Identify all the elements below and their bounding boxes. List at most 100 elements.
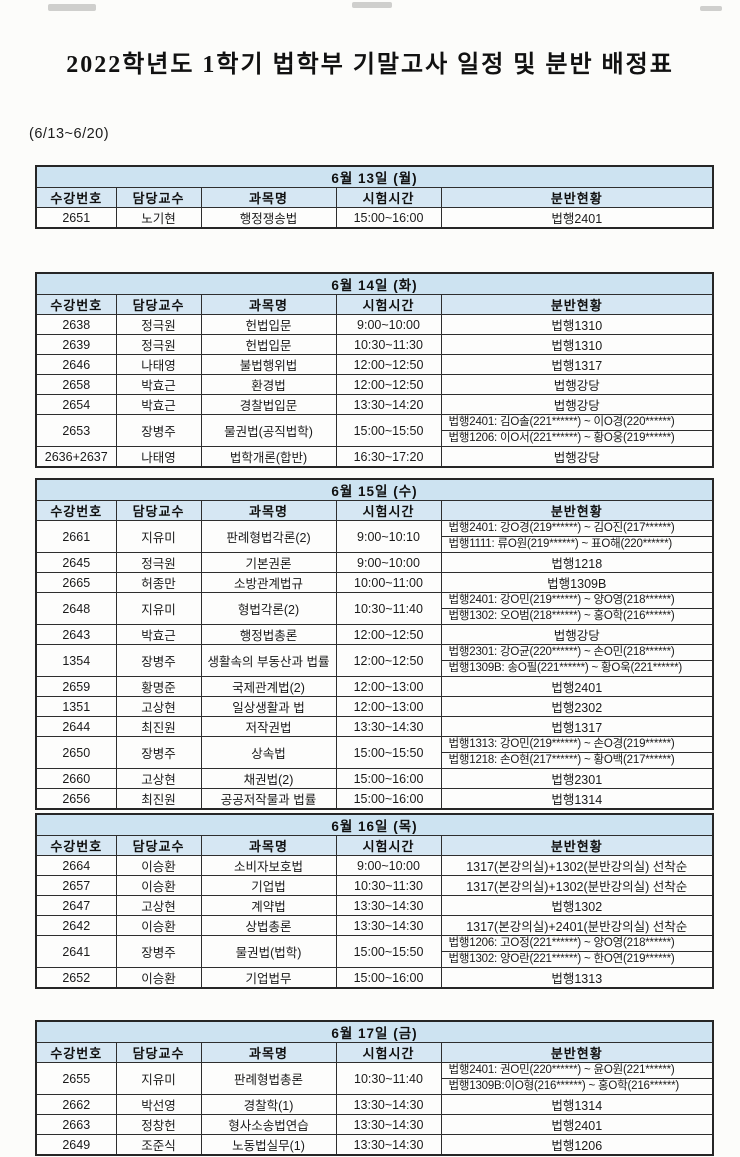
cell-subject: 소방관계법규 [200, 572, 337, 593]
cell-exam-time: 15:00~16:00 [335, 207, 442, 229]
cell-subject: 상속법 [200, 736, 337, 769]
column-header-row: 수강번호 담당교수 과목명 시험시간 분반현황 [35, 187, 714, 208]
exam-table: 6월 14일 (화) 수강번호 담당교수 과목명 시험시간 분반현황 2638 정… [35, 272, 715, 468]
cell-section-status: 법행1313 [440, 967, 714, 989]
cell-professor: 최진원 [115, 788, 202, 810]
table-row: 2654 박효근 경찰법입문 13:30~14:20 법행강당 [35, 394, 714, 415]
table-row: 2659 황명준 국제관계법(2) 12:00~13:00 법행2401 [35, 676, 714, 697]
column-header-exam-time: 시험시간 [335, 835, 442, 856]
cell-course-number: 2636+2637 [35, 446, 117, 468]
cell-exam-time: 10:30~11:30 [335, 334, 442, 355]
cell-section-status: 법행2302 [440, 696, 714, 717]
cell-exam-time: 10:30~11:30 [335, 875, 442, 896]
table-row: 2661 지유미 판례형법각론(2) 9:00~10:10 법행2401: 강O경(21… [35, 520, 714, 553]
cell-course-number: 2638 [35, 314, 117, 335]
cell-section-status: 법행1314 [440, 1094, 714, 1115]
section-status-line: 법행2301: 강O균(220******) ~ 손O민(218******) [448, 646, 675, 658]
cell-section-status: 법행1313: 강O민(219******) ~ 손O경(219******) 법… [440, 736, 714, 769]
cell-course-number: 2658 [35, 374, 117, 395]
cell-subject: 헌법입문 [200, 314, 337, 335]
cell-course-number: 2657 [35, 875, 117, 896]
cell-professor: 박효근 [115, 374, 202, 395]
cell-subject: 상법총론 [200, 915, 337, 936]
day-title: 6월 13일 (월) [35, 165, 714, 188]
section-status-line: 법행1302: 양O란(221******) ~ 한O연(219******) [442, 951, 713, 967]
cell-exam-time: 10:00~11:00 [335, 572, 442, 593]
cell-section-status: 법행2401 [440, 1114, 714, 1135]
column-header-section-status: 분반현황 [440, 187, 714, 208]
cell-subject: 기업법무 [200, 967, 337, 989]
section-status-line: 법행1111: 류O원(219******) ~ 표O해(220******) [442, 536, 713, 552]
cell-subject: 생활속의 부동산과 법률 [200, 644, 337, 677]
cell-professor: 박효근 [115, 624, 202, 645]
cell-professor: 박선영 [115, 1094, 202, 1115]
column-header-exam-time: 시험시간 [335, 294, 442, 315]
cell-professor: 나태영 [115, 354, 202, 375]
cell-professor: 나태영 [115, 446, 202, 468]
cell-section-status: 법행1309B [440, 572, 714, 593]
section-status-line: 법행1206: 고O정(221******) ~ 양O영(218******) [448, 937, 675, 949]
day-header-row: 6월 14일 (화) [35, 272, 714, 295]
cell-exam-time: 13:30~14:30 [335, 1094, 442, 1115]
table-body: 2638 정극원 헌법입문 9:00~10:00 법행1310 2639 정극원 헌법입문 10… [35, 314, 714, 468]
table-body: 2664 이승환 소비자보호법 9:00~10:00 1317(본강의실)+1302(분… [35, 855, 714, 989]
exam-day-table: 6월 14일 (화) 수강번호 담당교수 과목명 시험시간 분반현황 2638 정… [35, 272, 715, 468]
column-header-subject: 과목명 [200, 187, 337, 208]
column-header-subject: 과목명 [200, 835, 337, 856]
cell-course-number: 2650 [35, 736, 117, 769]
table-row: 2653 장병주 물권법(공직법학) 15:00~15:50 법행2401: 김O솔(2… [35, 414, 714, 447]
cell-exam-time: 10:30~11:40 [335, 1062, 442, 1095]
table-row: 2649 조준식 노동법실무(1) 13:30~14:30 법행1206 [35, 1134, 714, 1156]
day-title: 6월 14일 (화) [35, 272, 714, 295]
cell-professor: 지유미 [115, 592, 202, 625]
section-status-line: 법행1206: 이O서(221******) ~ 황O웅(219******) [442, 430, 713, 446]
day-title: 6월 17일 (금) [35, 1020, 714, 1043]
cell-section-status: 법행2301 [440, 768, 714, 789]
cell-subject: 법학개론(합반) [200, 446, 337, 468]
exam-day-table: 6월 15일 (수) 수강번호 담당교수 과목명 시험시간 분반현황 2661 지… [35, 478, 715, 810]
cell-professor: 이승환 [115, 855, 202, 876]
cell-section-status: 법행1314 [440, 788, 714, 810]
cell-subject: 판례형법총론 [200, 1062, 337, 1095]
table-row: 2650 장병주 상속법 15:00~15:50 법행1313: 강O민(219****… [35, 736, 714, 769]
cell-professor: 정극원 [115, 334, 202, 355]
cell-course-number: 2642 [35, 915, 117, 936]
cell-professor: 고상현 [115, 768, 202, 789]
cell-course-number: 2652 [35, 967, 117, 989]
cell-section-status: 법행1310 [440, 334, 714, 355]
section-status-line: 법행2401: 강O민(219******) ~ 양O영(218******) [448, 594, 675, 606]
cell-exam-time: 15:00~15:50 [335, 736, 442, 769]
cell-professor: 고상현 [115, 696, 202, 717]
table-body: 2661 지유미 판례형법각론(2) 9:00~10:10 법행2401: 강O경(21… [35, 520, 714, 810]
section-status-line: 법행1218: 손O현(217******) ~ 황O백(217******) [442, 752, 713, 768]
column-header-subject: 과목명 [200, 294, 337, 315]
table-row: 2655 지유미 판례형법총론 10:30~11:40 법행2401: 권O민(220*… [35, 1062, 714, 1095]
cell-exam-time: 15:00~15:50 [335, 414, 442, 447]
cell-professor: 고상현 [115, 895, 202, 916]
day-title: 6월 15일 (수) [35, 478, 714, 501]
column-header-professor: 담당교수 [115, 1042, 202, 1063]
cell-section-status: 법행강당 [440, 374, 714, 395]
table-row: 2641 장병주 물권법(법학) 15:00~15:50 법행1206: 고O정(221… [35, 935, 714, 968]
cell-professor: 정극원 [115, 552, 202, 573]
cell-course-number: 2648 [35, 592, 117, 625]
cell-professor: 장병주 [115, 414, 202, 447]
table-row: 2658 박효근 환경법 12:00~12:50 법행강당 [35, 374, 714, 395]
cell-exam-time: 9:00~10:00 [335, 855, 442, 876]
table-row: 2656 최진원 공공저작물과 법률 15:00~16:00 법행1314 [35, 788, 714, 810]
cell-subject: 노동법실무(1) [200, 1134, 337, 1156]
cell-course-number: 1354 [35, 644, 117, 677]
day-header-row: 6월 15일 (수) [35, 478, 714, 501]
cell-exam-time: 12:00~12:50 [335, 624, 442, 645]
table-row: 2642 이승환 상법총론 13:30~14:30 1317(본강의실)+2401(분반… [35, 915, 714, 936]
cell-professor: 장병주 [115, 644, 202, 677]
cell-section-status: 법행1206 [440, 1134, 714, 1156]
cell-exam-time: 12:00~13:00 [335, 696, 442, 717]
cell-section-status: 1317(본강의실)+1302(분반강의실) 선착순 [440, 875, 714, 896]
cell-professor: 최진원 [115, 716, 202, 737]
cell-exam-time: 12:00~13:00 [335, 676, 442, 697]
cell-course-number: 2646 [35, 354, 117, 375]
cell-subject: 소비자보호법 [200, 855, 337, 876]
table-row: 1351 고상현 일상생활과 법 12:00~13:00 법행2302 [35, 696, 714, 717]
section-status-line: 법행1313: 강O민(219******) ~ 손O경(219******) [448, 738, 675, 750]
